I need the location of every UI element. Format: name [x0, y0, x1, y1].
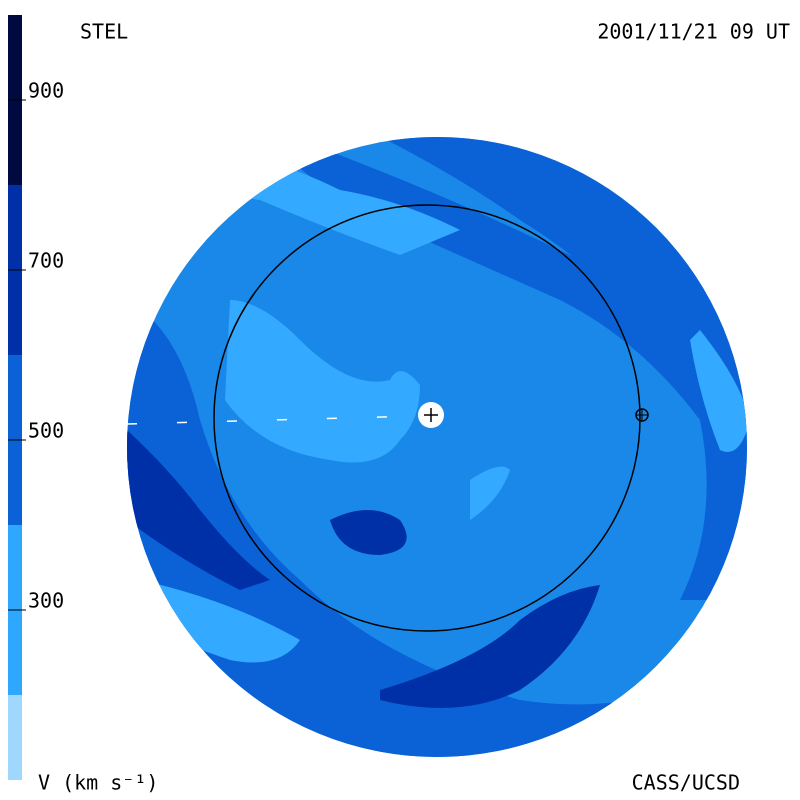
colorbar-tick-label: 700 — [28, 249, 64, 273]
colorbar: 300 500 700 900 — [8, 15, 64, 780]
timestamp: 2001/11/21 09 UT — [597, 20, 790, 44]
instrument-label: STEL — [80, 20, 128, 44]
colorbar-label: V (km s⁻¹) — [38, 771, 158, 795]
velocity-map — [126, 137, 747, 757]
credit: CASS/UCSD — [632, 771, 740, 795]
colorbar-tick-label: 500 — [28, 419, 64, 443]
colorbar-band — [8, 695, 22, 780]
colorbar-tick-label: 300 — [28, 589, 64, 613]
colorbar-tick-label: 900 — [28, 79, 64, 103]
